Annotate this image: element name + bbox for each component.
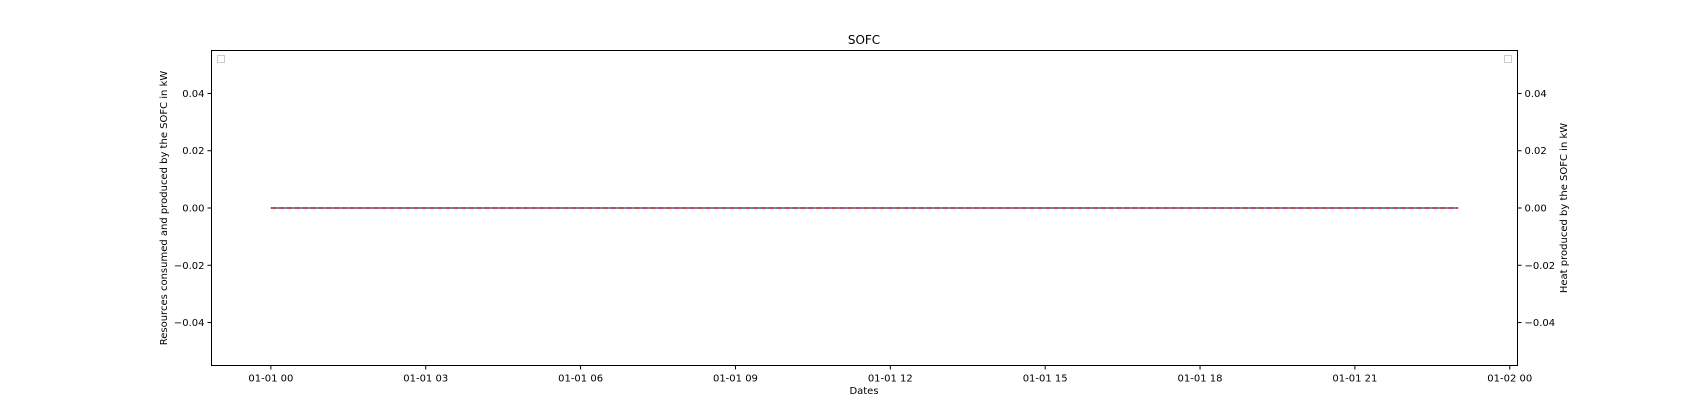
right-y-axis: 0.04 0.02 0.00 −0.02 −0.04	[1517, 89, 1556, 329]
y-axis-label-right: Heat produced by the SOFC in kW	[1559, 123, 1570, 293]
legend-box-right	[1504, 55, 1512, 63]
x-tick-label: 01-01 18	[1178, 374, 1223, 385]
left-y-axis: 0.04 0.02 0.00 −0.02 −0.04	[174, 89, 212, 329]
x-tick-label: 01-01 21	[1332, 374, 1377, 385]
x-axis: 01-01 00 01-01 03 01-01 06 01-01 09 01-01 12…	[248, 365, 1532, 385]
x-tick-label: 01-02 00	[1487, 374, 1532, 385]
chart-title: SOFC	[848, 33, 880, 47]
right-y-tick-label: −0.02	[1525, 261, 1556, 272]
right-y-tick-label: 0.04	[1525, 89, 1547, 100]
x-tick-label: 01-01 09	[713, 374, 758, 385]
x-tick-label: 01-01 00	[248, 374, 293, 385]
left-y-tick-label: 0.04	[182, 89, 204, 100]
left-y-tick-label: 0.02	[182, 146, 204, 157]
x-tick-label: 01-01 06	[558, 374, 603, 385]
right-y-tick-label: 0.00	[1525, 204, 1547, 215]
right-y-tick-label: 0.02	[1525, 146, 1547, 157]
x-tick-label: 01-01 03	[403, 374, 448, 385]
right-y-tick-label: −0.04	[1525, 318, 1556, 329]
y-axis-label-left: Resources consumed and produced by the S…	[159, 71, 170, 346]
left-y-tick-label: −0.02	[174, 261, 205, 272]
x-tick-label: 01-01 15	[1023, 374, 1068, 385]
left-y-tick-label: 0.00	[182, 204, 204, 215]
legend-box-left	[217, 55, 225, 63]
x-tick-label: 01-01 12	[868, 374, 913, 385]
x-axis-label: Dates	[849, 386, 878, 397]
left-y-tick-label: −0.04	[174, 318, 205, 329]
